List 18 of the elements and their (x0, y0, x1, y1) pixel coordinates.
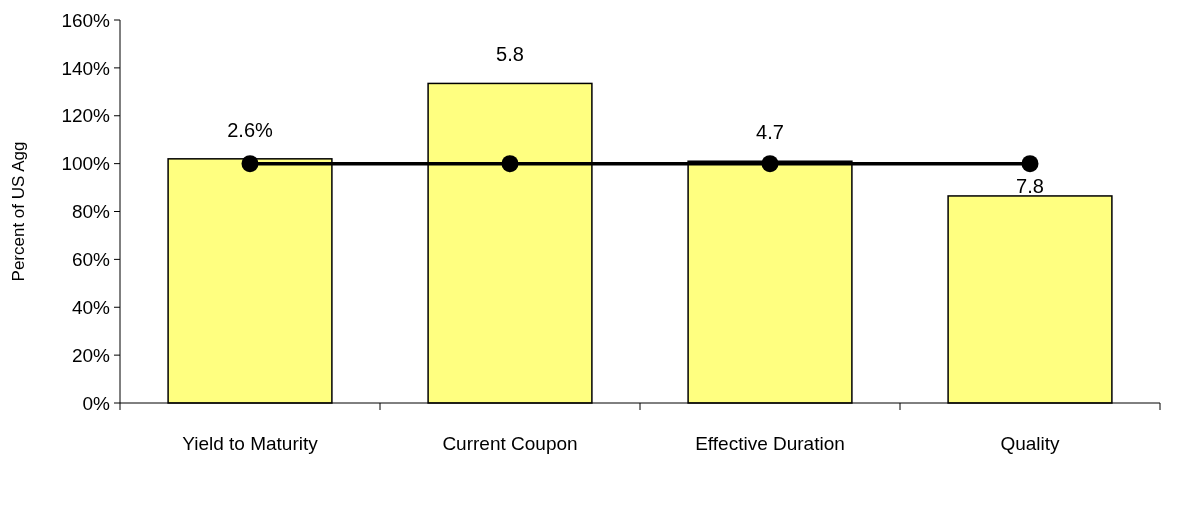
x-tick-label: Current Coupon (442, 433, 578, 454)
y-tick-label: 20% (71, 344, 111, 366)
y-axis-title: Percent of US Agg (9, 141, 28, 282)
y-tick-label: 160% (61, 9, 111, 31)
y-tick-label: 140% (61, 57, 111, 79)
x-tick-label: Yield to Maturity (182, 433, 319, 454)
annotation: 2.6% (227, 118, 274, 141)
y-tick-label: 40% (71, 296, 111, 318)
y-tick-label: 80% (71, 201, 111, 223)
annotation: 7.8 (1016, 174, 1044, 197)
y-tick-label: 60% (71, 249, 111, 271)
annotation: 5.8 (496, 43, 524, 66)
annotation: 4.7 (756, 121, 784, 144)
y-tick-label: 0% (82, 392, 111, 414)
y-tick-label: 120% (61, 105, 111, 127)
x-tick-label: Effective Duration (695, 433, 845, 454)
x-tick-label: Quality (1000, 433, 1061, 454)
y-tick-label: 100% (61, 153, 111, 175)
